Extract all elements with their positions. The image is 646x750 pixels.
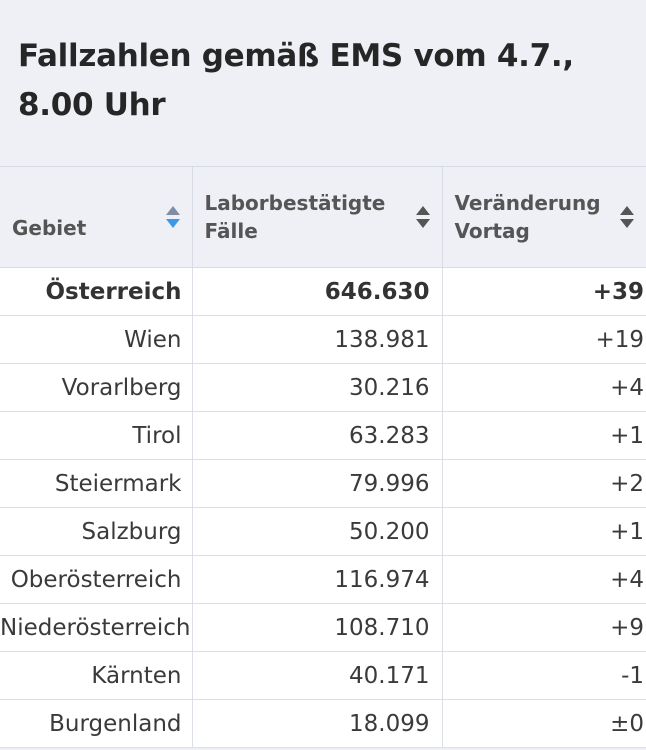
cell-veraenderung: +2: [441, 459, 646, 508]
column-header-label-line-1: Laborbestätigte: [204, 191, 386, 215]
cell-gebiet: Tirol: [0, 411, 193, 460]
cell-faelle: 30.216: [191, 363, 443, 412]
column-header-gebiet[interactable]: Gebiet: [0, 166, 193, 268]
cell-faelle: 63.283: [191, 411, 443, 460]
cell-faelle: 40.171: [191, 651, 443, 700]
sort-icon[interactable]: [415, 206, 430, 228]
table-row: Salzburg 50.200 +1: [0, 507, 646, 556]
page-title-line-1: Fallzahlen gemäß EMS vom 4.7.,: [18, 38, 574, 74]
cell-faelle: 138.981: [191, 315, 443, 364]
page-header: Fallzahlen gemäß EMS vom 4.7., 8.00 Uhr: [0, 0, 646, 166]
page-title: Fallzahlen gemäß EMS vom 4.7., 8.00 Uhr: [18, 32, 628, 130]
table-row: Steiermark 79.996 +2: [0, 459, 646, 508]
cell-faelle: 116.974: [191, 555, 443, 604]
column-header-label-line-2: Fälle: [204, 219, 258, 243]
cell-gebiet: Kärnten: [0, 651, 193, 700]
table-header-row: Gebiet Laborbestätigte Fälle Veränderung…: [0, 166, 646, 268]
sort-icon[interactable]: [165, 206, 180, 228]
table-row: Niederösterreich 108.710 +9: [0, 603, 646, 652]
sort-icon[interactable]: [620, 206, 634, 228]
table-row: Oberösterreich 116.974 +4: [0, 555, 646, 604]
cell-faelle: 50.200: [191, 507, 443, 556]
table-row: Vorarlberg 30.216 +4: [0, 363, 646, 412]
cell-veraenderung: +9: [441, 603, 646, 652]
column-header-label-line-1: Gebiet: [12, 216, 87, 240]
page-title-line-2: 8.00 Uhr: [18, 87, 166, 123]
cell-veraenderung: +1: [441, 507, 646, 556]
cell-veraenderung: +4: [441, 363, 646, 412]
cell-faelle: 646.630: [191, 267, 443, 316]
cell-gebiet: Steiermark: [0, 459, 193, 508]
column-header-faelle[interactable]: Laborbestätigte Fälle: [191, 166, 443, 268]
cell-veraenderung: +4: [441, 555, 646, 604]
column-header-label-line-1: Veränderung: [454, 191, 601, 215]
cell-veraenderung: +39: [441, 267, 646, 316]
cell-gebiet: Wien: [0, 315, 193, 364]
column-header-label: Veränderung Vortag: [455, 189, 646, 245]
cell-veraenderung: +19: [441, 315, 646, 364]
cell-faelle: 79.996: [191, 459, 443, 508]
table-row: Burgenland 18.099 ±0: [0, 699, 646, 748]
column-header-label: Gebiet: [12, 192, 192, 242]
column-header-label-line-2: Vortag: [454, 219, 530, 243]
cell-veraenderung: ±0: [441, 699, 646, 748]
cell-gebiet: Burgenland: [0, 699, 193, 748]
cell-gebiet: Niederösterreich: [0, 603, 193, 652]
cell-veraenderung: +1: [441, 411, 646, 460]
cell-faelle: 108.710: [191, 603, 443, 652]
table-row-total: Österreich 646.630 +39: [0, 267, 646, 316]
cell-gebiet: Österreich: [0, 267, 193, 316]
table-row: Tirol 63.283 +1: [0, 411, 646, 460]
table-row: Wien 138.981 +19: [0, 315, 646, 364]
cell-gebiet: Oberösterreich: [0, 555, 193, 604]
cell-veraenderung: -1: [441, 651, 646, 700]
column-header-veraenderung[interactable]: Veränderung Vortag: [441, 166, 646, 268]
column-header-label: Laborbestätigte Fälle: [205, 189, 442, 245]
cell-faelle: 18.099: [191, 699, 443, 748]
cell-gebiet: Vorarlberg: [0, 363, 193, 412]
cell-gebiet: Salzburg: [0, 507, 193, 556]
case-table: Gebiet Laborbestätigte Fälle Veränderung…: [0, 166, 646, 748]
table-row: Kärnten 40.171 -1: [0, 651, 646, 700]
